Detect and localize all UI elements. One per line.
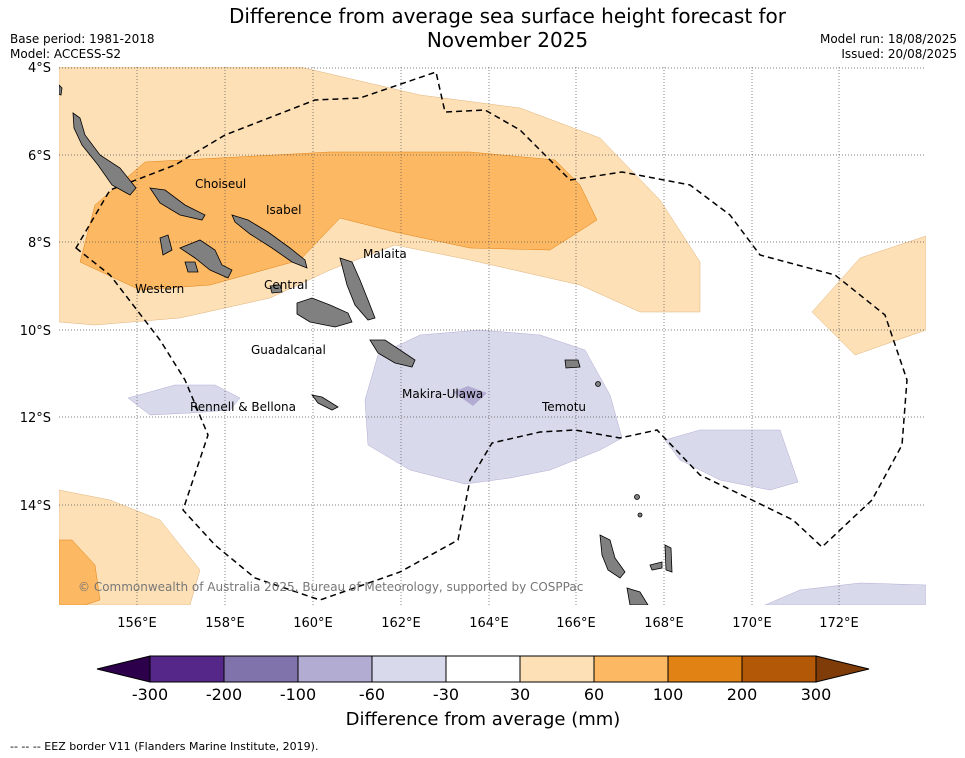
latitude-labels: 4°S 6°S 8°S 10°S 12°S 14°S <box>20 61 51 514</box>
island-banks <box>634 494 640 500</box>
issued-date: Issued: 20/08/2025 <box>841 47 957 61</box>
colorbar-segment <box>149 655 225 683</box>
colorbar-extend-high <box>815 655 870 683</box>
colorbar-tick: 200 <box>727 685 758 704</box>
base-period: Base period: 1981-2018 <box>10 32 155 46</box>
anomaly-neg30-60-central <box>364 329 623 485</box>
anomaly-neg30-60-west <box>127 384 241 416</box>
island-isabel <box>231 214 308 269</box>
colorbar-segment <box>223 655 299 683</box>
lat-label: 14°S <box>20 499 51 514</box>
colorbar-segment <box>297 655 373 683</box>
island-malaita <box>339 257 376 321</box>
lon-label: 172°E <box>819 616 859 631</box>
colorbar-title: Difference from average (mm) <box>345 709 621 730</box>
attribution-text: © Commonwealth of Australia 2025, Bureau… <box>78 580 584 594</box>
colorbar-tick: 100 <box>653 685 684 704</box>
island-makira <box>369 339 416 368</box>
label-temotu: Temotu <box>541 400 586 414</box>
colorbar-tick: -30 <box>433 685 459 704</box>
islands <box>59 84 673 605</box>
colorbar-segment <box>519 655 595 683</box>
colorbar-tick: -100 <box>280 685 316 704</box>
anomaly-neg30-60-east <box>664 429 799 491</box>
lon-label: 168°E <box>644 616 684 631</box>
longitude-labels: 156°E 158°E 160°E 162°E 164°E 166°E 168°… <box>117 616 859 631</box>
meta-left: Base period: 1981-2018 Model: ACCESS-S2 <box>10 32 155 62</box>
island-choiseul <box>72 112 137 196</box>
anomaly-30-60-east <box>811 235 926 356</box>
island-new-georgia <box>179 239 233 279</box>
island-vanuatu-malekula <box>626 587 649 605</box>
island-bougainville-west <box>59 84 63 96</box>
island-torres <box>637 512 643 518</box>
colorbar-segment <box>667 655 743 683</box>
label-choiseul: Choiseul <box>195 177 246 191</box>
map-title: Difference from average sea surface heig… <box>0 4 965 52</box>
colorbar-ticks: -300 -200 -100 -60 -30 30 60 100 200 300 <box>132 685 831 704</box>
anomaly-neg60-100-spot <box>453 386 487 406</box>
island-vanuatu-small <box>649 561 663 571</box>
colorbar-segment <box>741 655 817 683</box>
lon-label: 164°E <box>469 616 509 631</box>
anomaly-60-100-southwest <box>59 539 101 605</box>
island-vanuatu-north <box>664 544 673 573</box>
colorbar-extend-low <box>96 655 151 683</box>
island-vella <box>159 234 173 256</box>
island-tikopia <box>595 381 601 387</box>
lat-label: 10°S <box>20 324 51 339</box>
lat-label: 12°S <box>20 411 51 426</box>
eez-border-solomon <box>75 71 908 601</box>
colorbar-tick: 30 <box>510 685 530 704</box>
lon-label: 166°E <box>556 616 596 631</box>
island-central <box>269 284 283 294</box>
model-name: Model: ACCESS-S2 <box>10 47 122 61</box>
lon-label: 156°E <box>117 616 157 631</box>
title-line-1: Difference from average sea surface heig… <box>228 4 787 28</box>
colorbar-tick: -200 <box>206 685 242 704</box>
eez-footer-note: -- -- -- EEZ border V11 (Flanders Marine… <box>10 740 319 753</box>
map-area: Choiseul Isabel Malaita Western Central … <box>59 67 926 605</box>
label-guadalcanal: Guadalcanal <box>251 343 326 357</box>
colorbar-segment <box>371 655 447 683</box>
meta-right: Model run: 18/08/2025 Issued: 20/08/2025 <box>820 32 957 62</box>
colorbar-tick: -300 <box>132 685 168 704</box>
lat-label: 4°S <box>28 61 51 76</box>
lon-label: 162°E <box>381 616 421 631</box>
island-guadalcanal <box>296 297 353 328</box>
lon-label: 160°E <box>293 616 333 631</box>
label-central: Central <box>264 278 308 292</box>
lat-label: 8°S <box>28 236 51 251</box>
lon-label: 170°E <box>732 616 772 631</box>
colorbar-tick: 60 <box>584 685 604 704</box>
province-labels: Choiseul Isabel Malaita Western Central … <box>135 177 586 414</box>
title-line-2: November 2025 <box>426 28 589 52</box>
island-rendova <box>184 261 199 273</box>
lon-label: 158°E <box>205 616 245 631</box>
island-choiseul-main <box>149 187 206 221</box>
anomaly-neg30-60-south <box>764 582 926 605</box>
colorbar-segment <box>593 655 669 683</box>
label-isabel: Isabel <box>266 203 301 217</box>
label-rennell-bellona: Rennell & Bellona <box>190 400 296 414</box>
colorbar-tick: 300 <box>801 685 832 704</box>
island-santa-cruz <box>564 359 581 369</box>
label-makira-ulawa: Makira-Ulawa <box>402 387 483 401</box>
label-western: Western <box>135 282 184 296</box>
island-vanuatu-santo <box>599 534 626 579</box>
colorbar-segment <box>445 655 521 683</box>
island-rennell <box>311 394 339 411</box>
colorbar-tick: -60 <box>359 685 385 704</box>
colorbar <box>96 655 870 683</box>
model-run: Model run: 18/08/2025 <box>819 32 957 46</box>
lat-label: 6°S <box>28 149 51 164</box>
label-malaita: Malaita <box>363 247 407 261</box>
